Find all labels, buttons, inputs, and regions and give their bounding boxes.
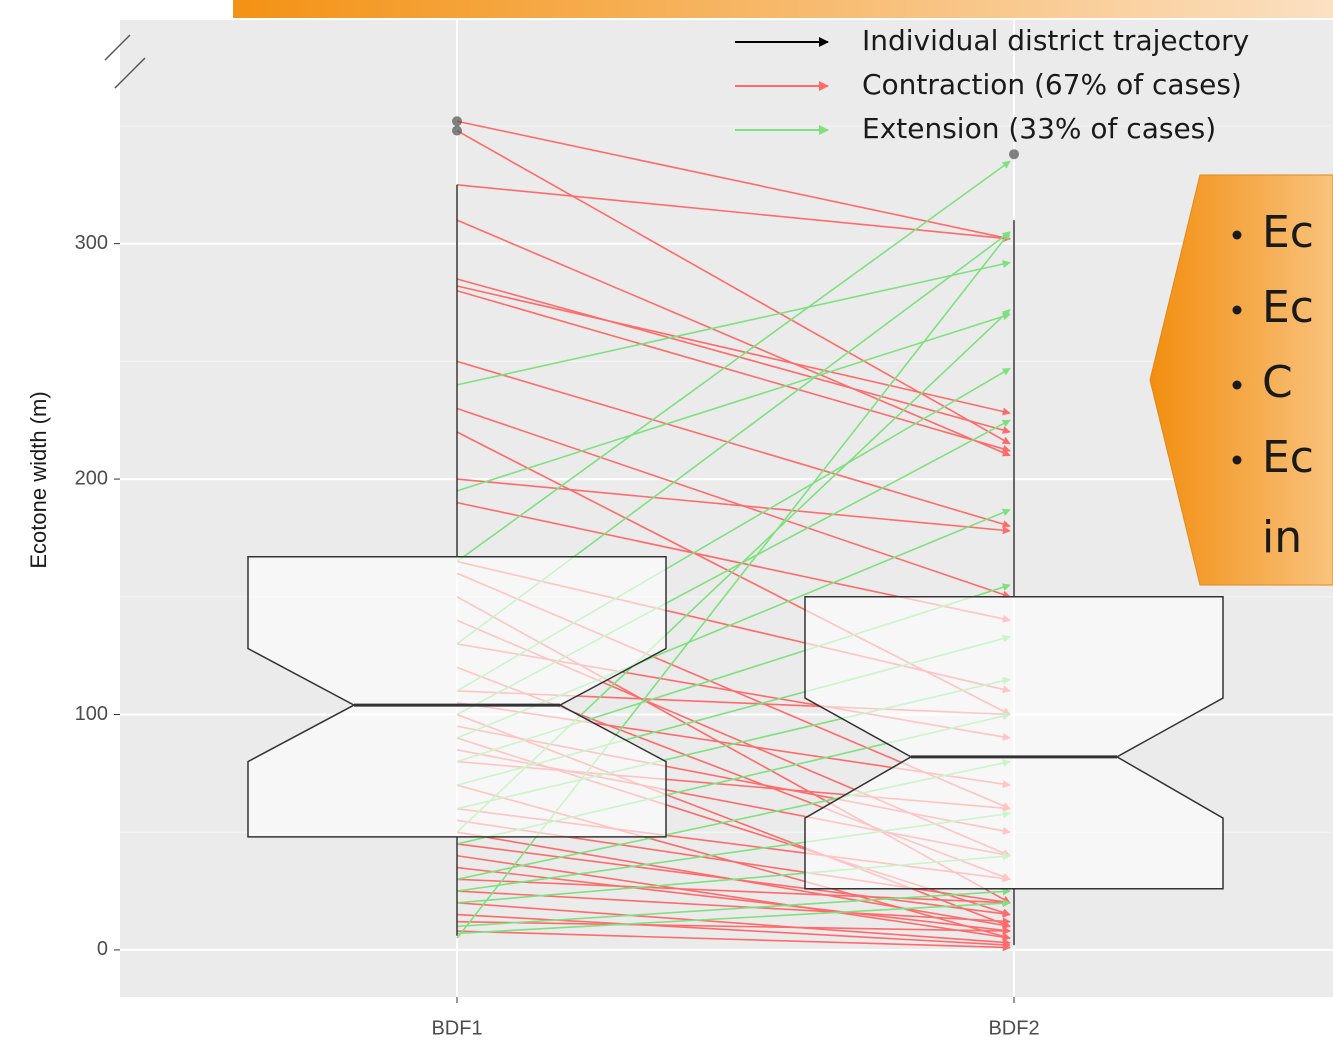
callout <box>1149 174 1333 586</box>
bullet <box>1232 305 1242 315</box>
callout-item: Ec <box>1262 282 1314 333</box>
trajectory <box>456 890 1011 926</box>
trajectory <box>456 278 1011 434</box>
legend-label: Extension (33% of cases) <box>862 112 1216 145</box>
trajectory <box>456 160 1011 563</box>
box <box>247 556 667 838</box>
y-axis-label: Ecotone width (m) <box>26 391 51 568</box>
y-tick-label: 0 <box>97 938 108 960</box>
title-bar <box>233 0 1333 18</box>
axis-break <box>114 57 146 89</box>
axis-break <box>104 34 131 61</box>
x-tick-label: BDF1 <box>431 1017 482 1039</box>
callout-item: Ec <box>1262 432 1314 483</box>
trajectory <box>456 120 1011 242</box>
trajectory <box>456 260 1011 386</box>
legend-label: Individual district trajectory <box>862 24 1249 57</box>
boxes <box>247 116 1224 946</box>
trajectory <box>456 899 1011 935</box>
trajectory <box>456 312 1011 492</box>
trajectory <box>456 854 1011 942</box>
bullet <box>1232 230 1242 240</box>
y-tick-label: 100 <box>75 703 108 725</box>
trajectory <box>456 183 1011 243</box>
trajectory <box>456 285 1011 416</box>
outlier <box>452 116 462 127</box>
outlier <box>452 125 462 136</box>
y-tick-label: 200 <box>75 467 108 489</box>
trajectory <box>456 478 1011 535</box>
trajectory <box>456 289 1011 453</box>
callout-text: Ec Ec C Ec in <box>1232 207 1314 563</box>
callout-item: Ec <box>1262 207 1314 258</box>
bullet <box>1232 380 1242 390</box>
box <box>804 596 1224 890</box>
callout-item: C <box>1262 357 1293 408</box>
legend-label: Contraction (67% of cases) <box>862 68 1242 101</box>
trajectory <box>456 902 1011 947</box>
outlier <box>1009 149 1019 160</box>
trajectory <box>456 219 1011 457</box>
trajectory <box>456 407 1011 599</box>
callout-continuation: in <box>1262 512 1302 563</box>
trajectory <box>456 930 1011 952</box>
trajectory <box>456 887 1011 928</box>
trajectory <box>456 360 1011 528</box>
trajectory <box>456 920 1011 935</box>
y-tick-label: 300 <box>75 232 108 254</box>
legend: Individual district trajectory Contractio… <box>735 24 1249 145</box>
x-tick-label: BDF2 <box>988 1017 1039 1039</box>
trajectory <box>456 878 1011 907</box>
bullet <box>1232 455 1242 465</box>
